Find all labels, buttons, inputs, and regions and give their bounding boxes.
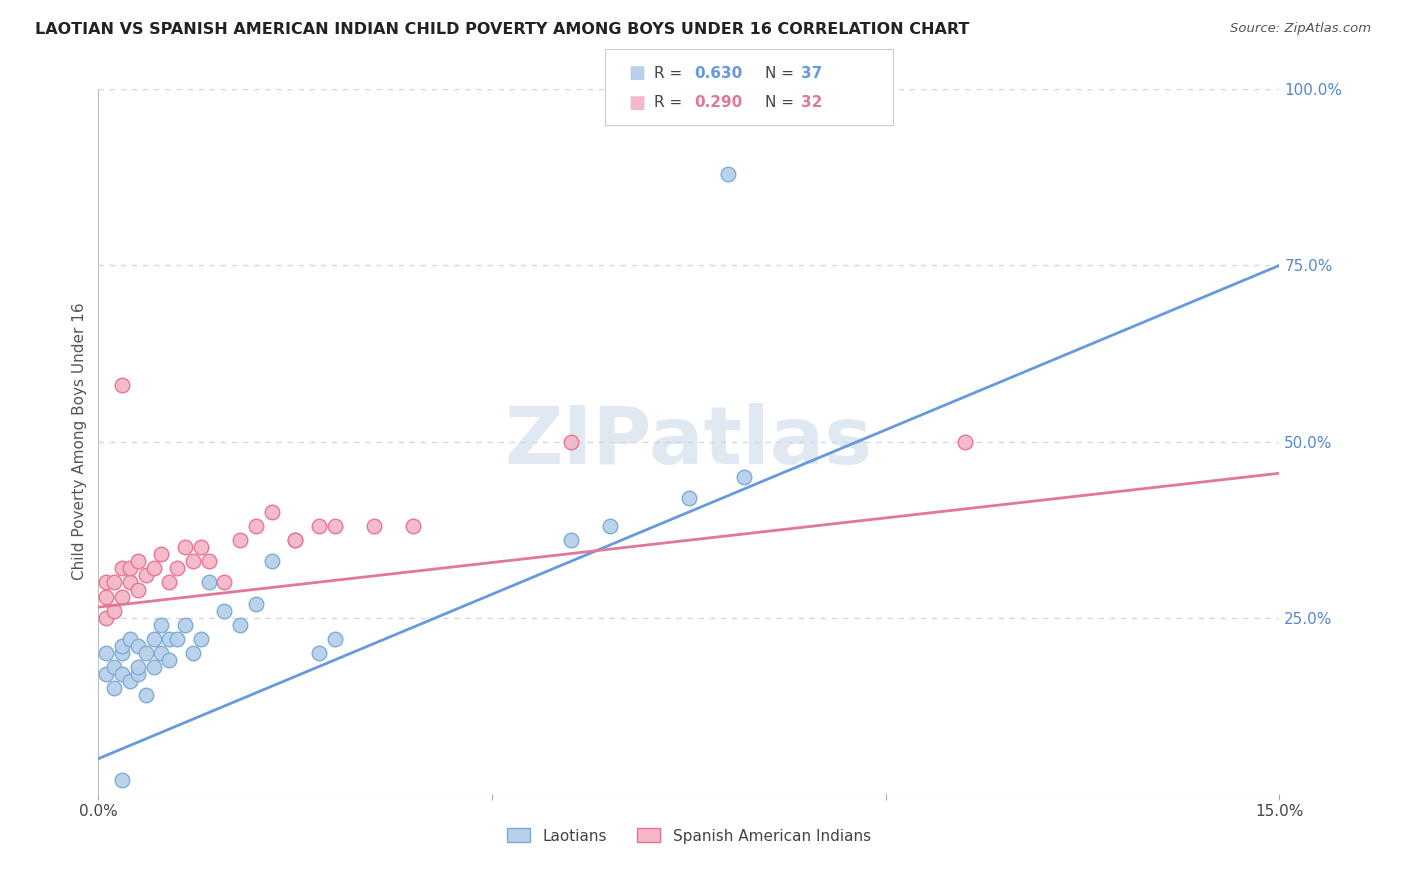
Point bbox=[560, 533, 582, 548]
Point bbox=[323, 632, 346, 646]
Point bbox=[229, 533, 252, 548]
Text: R =: R = bbox=[654, 95, 688, 110]
Point bbox=[118, 575, 141, 590]
Text: ZIPatlas: ZIPatlas bbox=[505, 402, 873, 481]
Point bbox=[197, 554, 219, 568]
Text: 0.630: 0.630 bbox=[695, 66, 742, 80]
Point bbox=[157, 653, 180, 667]
Point bbox=[245, 597, 267, 611]
Point bbox=[308, 646, 330, 660]
Point bbox=[118, 632, 141, 646]
Point bbox=[229, 617, 252, 632]
Point bbox=[214, 604, 236, 618]
Point bbox=[142, 660, 165, 674]
Point bbox=[197, 575, 219, 590]
Point bbox=[111, 646, 134, 660]
Point bbox=[103, 681, 125, 696]
Point bbox=[96, 590, 118, 604]
Text: 32: 32 bbox=[801, 95, 823, 110]
Point bbox=[111, 667, 134, 681]
Point bbox=[150, 646, 173, 660]
Point bbox=[190, 541, 212, 555]
Point bbox=[174, 617, 197, 632]
Point bbox=[142, 632, 165, 646]
Point bbox=[308, 519, 330, 533]
Point bbox=[127, 582, 149, 597]
Point bbox=[166, 561, 188, 575]
Text: 37: 37 bbox=[801, 66, 823, 80]
Text: ■: ■ bbox=[628, 64, 645, 82]
Point bbox=[142, 561, 165, 575]
Point bbox=[190, 632, 212, 646]
Point bbox=[363, 519, 385, 533]
Point bbox=[599, 519, 621, 533]
Point bbox=[103, 604, 125, 618]
Point bbox=[111, 772, 134, 787]
Point bbox=[284, 533, 307, 548]
Point bbox=[245, 519, 267, 533]
Point bbox=[260, 505, 283, 519]
Point bbox=[111, 590, 134, 604]
Point bbox=[284, 533, 307, 548]
Point bbox=[127, 660, 149, 674]
Point bbox=[150, 617, 173, 632]
Point bbox=[181, 554, 204, 568]
Point bbox=[111, 378, 134, 392]
Point bbox=[174, 541, 197, 555]
Point bbox=[96, 575, 118, 590]
Point bbox=[135, 646, 157, 660]
Point bbox=[560, 434, 582, 449]
Text: LAOTIAN VS SPANISH AMERICAN INDIAN CHILD POVERTY AMONG BOYS UNDER 16 CORRELATION: LAOTIAN VS SPANISH AMERICAN INDIAN CHILD… bbox=[35, 22, 970, 37]
Point bbox=[953, 434, 976, 449]
Point bbox=[127, 639, 149, 653]
Point bbox=[96, 667, 118, 681]
Point bbox=[127, 667, 149, 681]
Point bbox=[733, 469, 755, 483]
Point bbox=[323, 519, 346, 533]
Point bbox=[127, 554, 149, 568]
Text: N =: N = bbox=[765, 66, 799, 80]
Point bbox=[111, 561, 134, 575]
Point bbox=[214, 575, 236, 590]
Point bbox=[402, 519, 425, 533]
Point bbox=[118, 674, 141, 689]
Point bbox=[157, 632, 180, 646]
Point bbox=[103, 660, 125, 674]
Point bbox=[678, 491, 700, 505]
Text: N =: N = bbox=[765, 95, 799, 110]
Text: ■: ■ bbox=[628, 94, 645, 112]
Point bbox=[135, 688, 157, 702]
Y-axis label: Child Poverty Among Boys Under 16: Child Poverty Among Boys Under 16 bbox=[72, 302, 87, 581]
Point bbox=[157, 575, 180, 590]
Point bbox=[166, 632, 188, 646]
Legend: Laotians, Spanish American Indians: Laotians, Spanish American Indians bbox=[501, 822, 877, 850]
Point bbox=[118, 561, 141, 575]
Point bbox=[150, 547, 173, 561]
Point bbox=[181, 646, 204, 660]
Point bbox=[103, 575, 125, 590]
Point bbox=[260, 554, 283, 568]
Point bbox=[96, 610, 118, 624]
Text: 0.290: 0.290 bbox=[695, 95, 742, 110]
Point bbox=[96, 646, 118, 660]
Point bbox=[135, 568, 157, 582]
Point bbox=[717, 167, 740, 181]
Point bbox=[111, 639, 134, 653]
Text: Source: ZipAtlas.com: Source: ZipAtlas.com bbox=[1230, 22, 1371, 36]
Text: R =: R = bbox=[654, 66, 688, 80]
